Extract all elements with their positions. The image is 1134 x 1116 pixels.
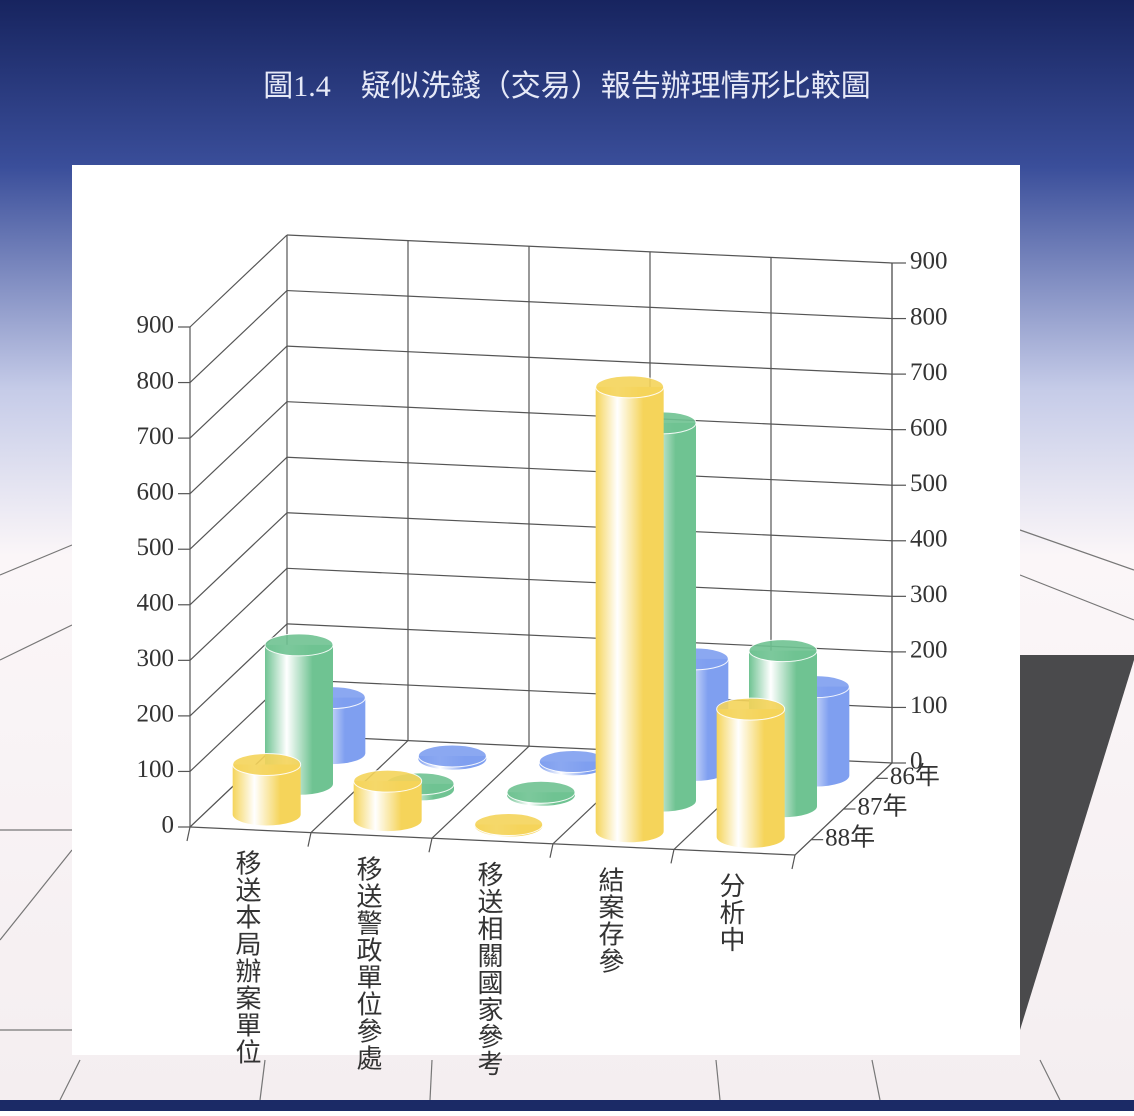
y2-tick-label: 300 (910, 581, 948, 608)
grid-line (189, 401, 288, 495)
chart-title: 圖1.4 疑似洗錢（交易）報告辦理情形比較圖 (263, 70, 871, 103)
y-tick-label: 500 (137, 534, 175, 561)
y2-tick-label: 700 (910, 359, 948, 386)
category-tick (307, 832, 312, 847)
y2-tick-label: 200 (910, 637, 948, 664)
category-tick (791, 854, 796, 870)
shadow-shape (1020, 655, 1134, 1030)
grid-line (189, 290, 288, 383)
y-tick-label: 700 (137, 423, 175, 450)
cylinder-top (417, 744, 487, 768)
grid-line (189, 567, 288, 661)
category-tick (549, 843, 554, 858)
y-tick-label: 400 (137, 590, 175, 617)
y2-tick-label: 100 (910, 692, 948, 719)
y-tick-label: 900 (137, 312, 175, 339)
cylinder-top (232, 752, 302, 776)
grid-line (286, 456, 893, 486)
cylinder-body (232, 764, 301, 826)
floor-line (431, 745, 530, 839)
grid-line (189, 345, 288, 439)
y-tick-label: 300 (137, 645, 175, 672)
cylinder-top (353, 769, 423, 793)
legend-label: 88年 (825, 823, 875, 851)
x-tick-label: 分析中 (716, 872, 745, 953)
x-tick-label: 移送警政單位參處 (353, 855, 382, 1071)
plot-panel (72, 165, 1020, 1055)
y2-tick-label: 900 (910, 248, 948, 275)
grid-line (286, 289, 893, 320)
grid-line (286, 401, 893, 431)
grid-line (286, 345, 893, 375)
grid-line (286, 567, 893, 597)
y-tick-label: 100 (137, 756, 175, 783)
y-tick-label: 200 (137, 701, 175, 728)
cylinder-top (595, 375, 665, 399)
cylinder-top (474, 813, 544, 837)
y2-tick-label: 400 (910, 526, 948, 553)
grid-line (286, 234, 893, 264)
x-axis (189, 826, 796, 856)
grid-line (189, 512, 288, 606)
floor-lines (0, 529, 1134, 1101)
legend-label: 87年 (858, 793, 908, 821)
legend-label: 86年 (890, 762, 940, 790)
x-tick-label: 移送本局辦案單位 (232, 850, 261, 1066)
cylinder-top (506, 780, 576, 804)
cylinder-top (716, 697, 786, 721)
cylinder-top (748, 639, 818, 663)
y-tick-label: 600 (137, 478, 175, 505)
y2-tick-label: 0 (910, 748, 923, 775)
cylinder-top (264, 633, 334, 657)
x-tick-label: 移送相關國家參考 (474, 861, 503, 1077)
category-tick (186, 826, 191, 842)
y-tick-label: 0 (162, 812, 175, 839)
y-tick-label: 800 (137, 367, 175, 394)
cylinder-body (595, 386, 664, 843)
grid-line (189, 234, 288, 328)
category-tick (428, 838, 433, 853)
grid-line (189, 456, 288, 550)
cylinder-body (716, 709, 785, 848)
y2-tick-label: 800 (910, 303, 948, 330)
category-tick (670, 849, 675, 864)
y2-tick-label: 600 (910, 414, 948, 441)
y2-tick-label: 500 (910, 470, 948, 497)
grid-line (286, 512, 893, 542)
cylinder-body (353, 781, 422, 832)
x-tick-label: 結案存參 (595, 866, 624, 974)
bottom-strip (0, 1100, 1134, 1111)
